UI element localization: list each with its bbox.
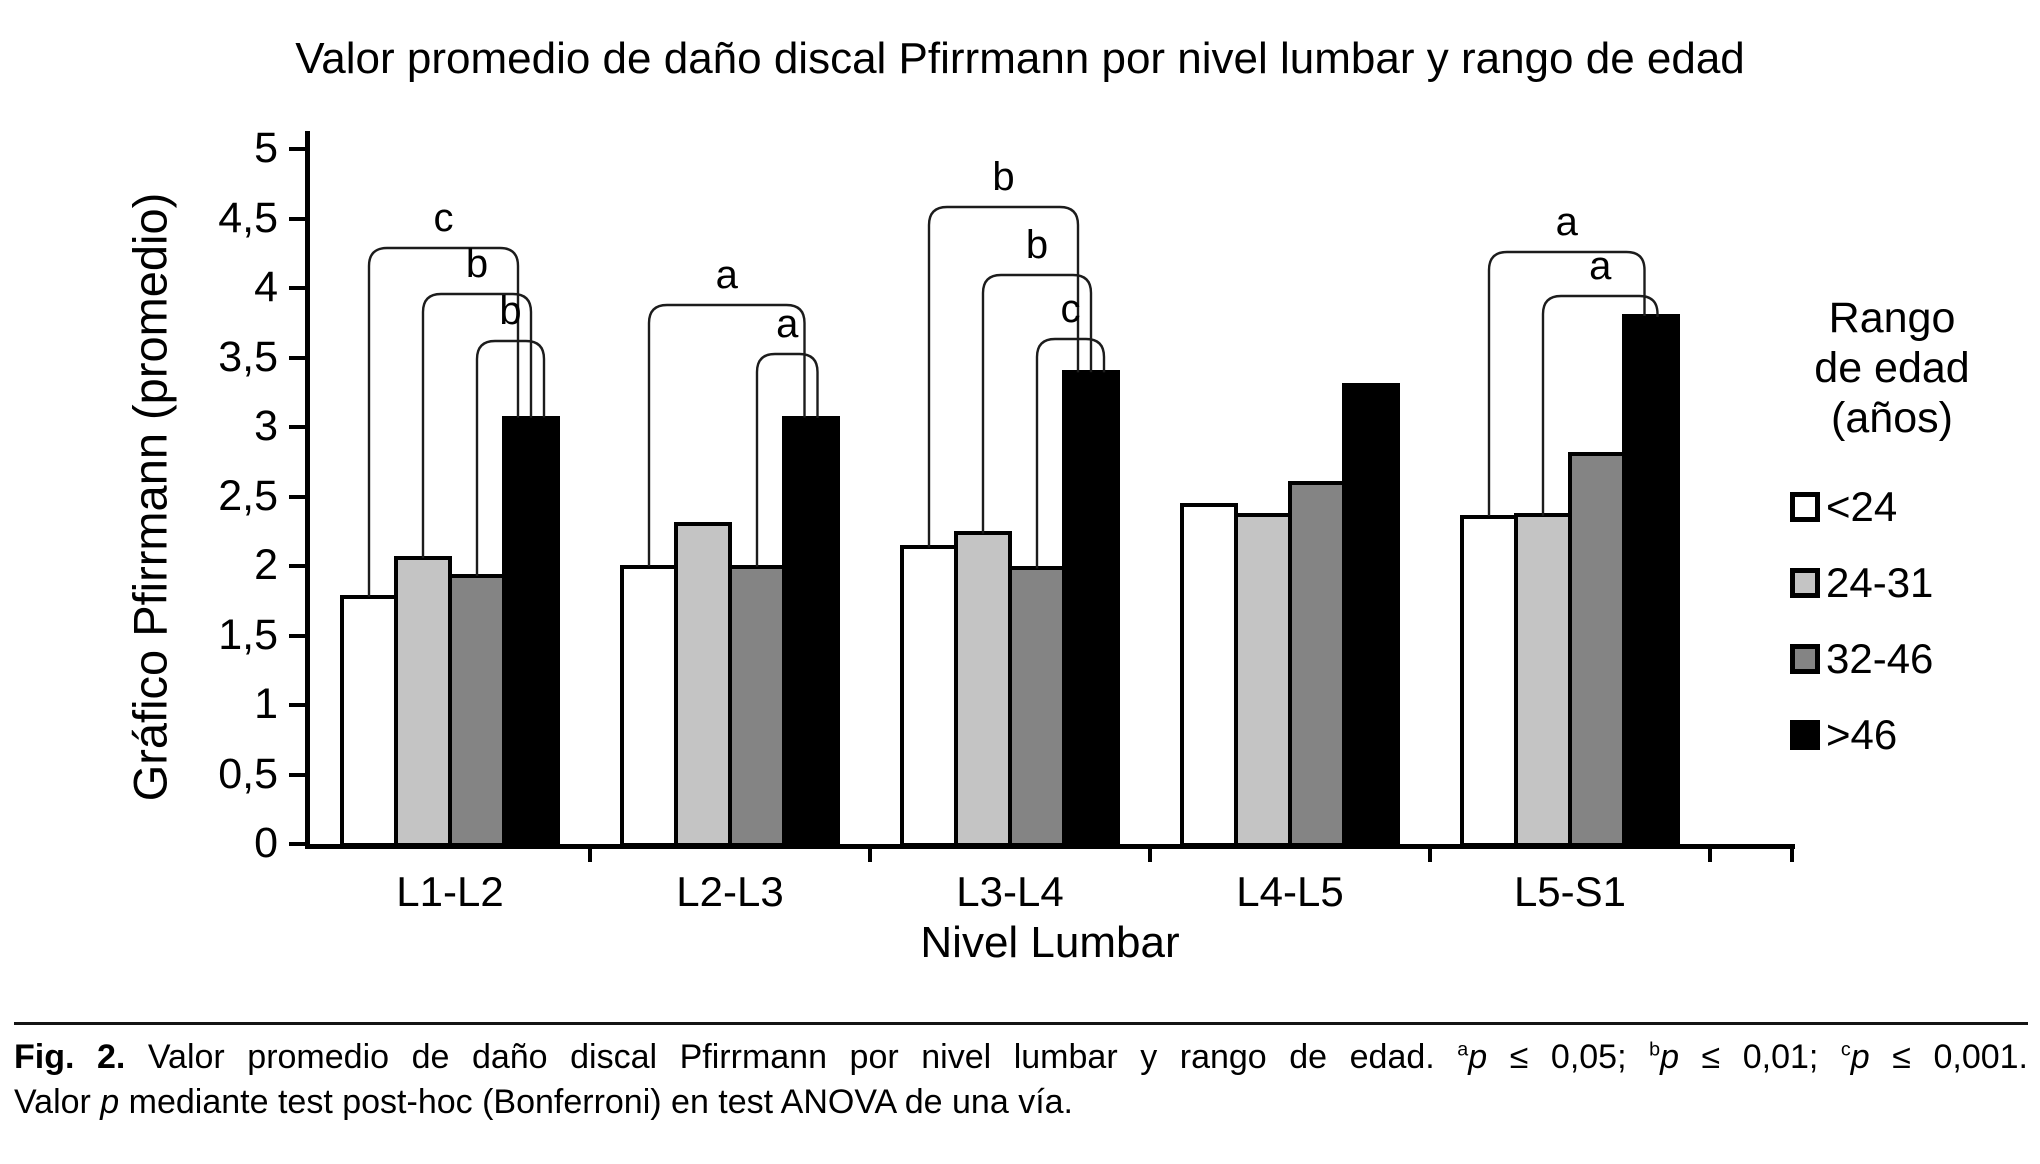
- significance-label: a: [776, 301, 799, 346]
- y-tick-label: 4,5: [218, 193, 278, 242]
- y-tick: [289, 216, 306, 221]
- significance-label: b: [499, 289, 522, 334]
- x-axis-line: [305, 844, 1795, 849]
- y-tick-label: 3,5: [218, 332, 278, 381]
- bar: [1514, 513, 1572, 847]
- y-tick: [289, 703, 306, 707]
- caption-line-2: Valor p mediante test post-hoc (Bonferro…: [14, 1083, 1073, 1121]
- legend-item: >46: [1782, 697, 2002, 773]
- legend-title: Rango de edad (años): [1782, 293, 2002, 443]
- legend-item-label: 32-46: [1826, 635, 1934, 682]
- legend: Rango de edad (años) <24 24-31 32-46 >46: [1782, 293, 2002, 773]
- bar: [1062, 370, 1120, 847]
- y-tick-label: 5: [254, 124, 278, 172]
- x-category-label: L1-L2: [396, 868, 504, 915]
- legend-swatch: [1790, 644, 1820, 674]
- legend-items: <24 24-31 32-46 >46: [1782, 469, 2002, 773]
- bar: [1008, 566, 1066, 847]
- caption-divider: [14, 1022, 2028, 1025]
- bar: [1234, 513, 1292, 847]
- y-tick: [289, 494, 306, 499]
- y-tick-label: 0: [254, 819, 278, 867]
- significance-label: a: [1555, 200, 1578, 245]
- y-tick-label: 1,5: [218, 610, 278, 659]
- significance-label: a: [1589, 243, 1612, 288]
- bar: [1622, 314, 1680, 847]
- significance-bracket: [647, 304, 806, 567]
- x-category-label: L5-S1: [1513, 868, 1627, 915]
- y-tick: [289, 564, 306, 568]
- significance-bracket: [421, 292, 533, 559]
- y-tick: [289, 633, 306, 638]
- bar: [900, 545, 958, 847]
- y-tick: [289, 842, 306, 846]
- y-tick-label: 0,5: [218, 749, 278, 798]
- bar: [782, 415, 840, 847]
- bar: [620, 564, 678, 847]
- legend-item: 24-31: [1782, 545, 2002, 621]
- y-tick-label: 2: [254, 541, 278, 589]
- legend-swatch: [1790, 568, 1820, 598]
- legend-item-label: <24: [1826, 483, 1898, 530]
- bar: [1288, 481, 1346, 847]
- y-tick-label: 1: [254, 680, 278, 728]
- significance-label: a: [715, 253, 738, 298]
- x-tick: [588, 849, 592, 862]
- x-tick: [1790, 849, 1794, 862]
- significance-label: b: [465, 242, 489, 287]
- bar: [1342, 382, 1400, 847]
- y-tick-label: 2,5: [218, 471, 278, 520]
- x-category-label: L3-L4: [956, 868, 1064, 915]
- significance-label: c: [1060, 286, 1081, 331]
- y-axis-line: [305, 131, 310, 849]
- bar: [954, 531, 1012, 847]
- legend-title-line: Rango: [1828, 294, 1956, 342]
- chart-title: Valor promedio de daño discal Pfirrmann …: [295, 34, 1745, 83]
- legend-item-label: >46: [1826, 711, 1898, 758]
- x-tick: [868, 849, 872, 862]
- significance-bracket: [927, 205, 1080, 548]
- significance-bracket: [367, 247, 520, 598]
- bar: [1180, 503, 1238, 847]
- significance-bracket: [1487, 251, 1646, 517]
- y-tick-label: 4: [254, 263, 278, 311]
- bar: [1460, 514, 1518, 847]
- legend-title-line: de edad: [1814, 344, 1970, 392]
- y-tick: [289, 772, 306, 777]
- y-tick: [289, 286, 306, 290]
- y-tick: [289, 355, 306, 360]
- x-tick: [1708, 849, 1712, 862]
- significance-bracket: [1035, 337, 1106, 568]
- significance-label: b: [992, 154, 1015, 199]
- significance-label: c: [433, 196, 454, 241]
- significance-label: b: [1025, 222, 1049, 267]
- x-tick: [1148, 849, 1152, 862]
- x-tick: [1428, 849, 1432, 862]
- y-tick: [289, 147, 306, 151]
- x-category-label: L2-L3: [676, 868, 784, 915]
- legend-item-label: 24-31: [1826, 559, 1934, 606]
- significance-bracket: [475, 340, 546, 577]
- legend-title-line: (años): [1831, 394, 1953, 442]
- bar: [394, 556, 452, 847]
- figure-caption: Fig. 2. Valor promedio de daño discal Pf…: [14, 1035, 2028, 1125]
- caption-line-1: Fig. 2. Valor promedio de daño discal Pf…: [14, 1038, 2028, 1076]
- y-tick-label: 3: [254, 402, 278, 450]
- legend-item: <24: [1782, 469, 2002, 545]
- x-category-label: L4-L5: [1236, 868, 1344, 915]
- bar: [728, 564, 786, 847]
- significance-bracket: [755, 352, 819, 567]
- significance-bracket: [1541, 294, 1659, 516]
- legend-swatch: [1790, 492, 1820, 522]
- legend-swatch: [1790, 720, 1820, 750]
- bar: [674, 521, 732, 847]
- y-tick: [289, 425, 306, 429]
- bar: [448, 574, 506, 847]
- x-axis-label: Nivel Lumbar: [920, 918, 1180, 967]
- legend-item: 32-46: [1782, 621, 2002, 697]
- bar: [340, 595, 398, 847]
- significance-bracket: [981, 273, 1093, 534]
